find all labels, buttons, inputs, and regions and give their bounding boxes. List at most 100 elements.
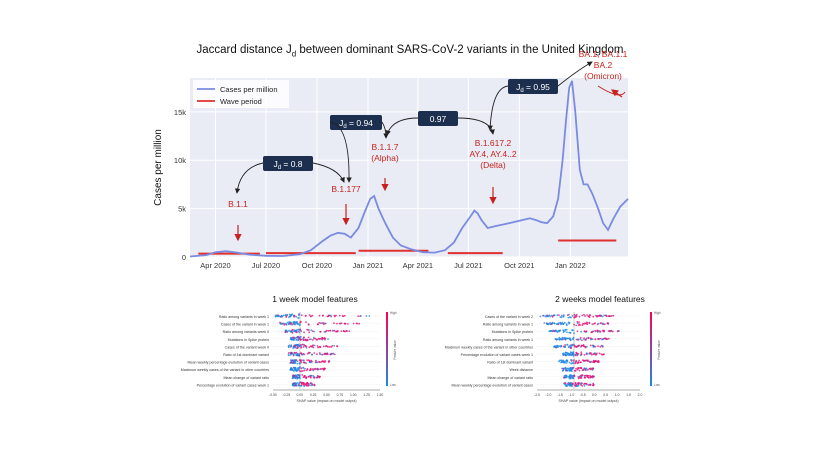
shap-dot [340,330,343,332]
shap-dot [565,352,568,354]
shap-dot [560,314,563,317]
shap-dot [558,336,561,339]
variant-label: (Alpha) [371,153,399,163]
shap-dot [308,329,310,331]
shap-dot [305,377,308,380]
shap-feature-label: Cases of the variant in week 1 [221,323,269,327]
shap-dot [327,338,329,340]
shap-dot [325,352,328,355]
variant-label: BA.2 [594,60,613,70]
shap-dot [585,383,588,386]
variant-label: (Delta) [480,160,506,170]
shap-dot [583,376,586,379]
jaccard-box: 0.97 [418,111,458,126]
shap-dot [587,315,590,318]
shap-dot [553,314,555,317]
shap-dot [574,316,577,319]
shap-dot [326,315,329,318]
shap-dot [295,315,297,318]
shap-feature-label: Week distance [509,368,533,372]
shap-dot [293,344,296,347]
shap-x-tick: 1.5 [626,393,631,397]
shap-x-tick: -0.50 [269,393,277,397]
shap-dot [321,337,323,339]
shap-dot [590,360,593,363]
shap-dot [570,359,572,361]
shap-dot [294,361,296,363]
jaccard-arrow [234,162,264,194]
shap-dot [296,345,299,348]
shap-dot [276,315,279,318]
shap-x-tick: 1.50 [377,393,384,397]
shap-dot [587,384,590,386]
jaccard-arrow [312,162,345,183]
shap-dot [573,313,576,316]
shap-dot [307,336,310,339]
shap-dot [287,323,290,326]
shap-x-tick: 2.0 [638,393,643,397]
shap-dot [301,353,304,356]
shap-dot [309,315,312,318]
shap-dot [300,370,303,373]
shap-dot [557,322,560,324]
shap-dot [325,329,328,332]
jaccard-box-bg [418,111,458,126]
shap-dot [316,345,319,347]
shap-dot [305,314,307,317]
shap-feature-label: Cases of the variant in week 2 [485,315,533,319]
shap-dot [583,359,585,362]
shap-dot [574,354,577,357]
shap-dot [293,374,296,377]
shap-dot [287,354,290,356]
shap-dot [299,359,301,362]
legend-box [193,80,289,108]
shap-dot [330,353,333,355]
shap-dot [572,362,575,365]
shap-dot [310,359,313,362]
shap-dot [583,323,585,325]
shap-colorbar-high: High [654,311,661,315]
shap-dot [576,345,579,348]
shap-dot [298,384,300,387]
shap-dot [281,315,283,318]
shap-dot [295,321,298,323]
shap-dot [577,345,580,348]
shap-dot [322,323,325,326]
shap-dot [553,345,555,348]
shap-dot [292,353,295,356]
shap-dot [566,360,569,362]
shap-dot [596,331,599,333]
shap-dot [589,376,592,379]
shap-colorbar-low: Low [390,383,397,387]
shap-dot [285,314,288,317]
jaccard-box-label: Jd = 0.8 [273,159,302,171]
shap-dot [599,337,602,340]
shap-dot [607,315,610,318]
shap-dot [306,368,309,371]
shap-dot [296,353,299,355]
shap-dot [327,314,330,317]
shap-feature-label: Mean change of variant ratio [487,376,533,380]
shap-dot [574,315,577,317]
shap-dot [565,383,568,386]
shap-dot [303,344,306,346]
shap-dot [565,323,568,326]
shap-dot [313,377,315,379]
shap-dot [357,315,360,318]
shap-dot [333,322,335,325]
shap-feature-label: Percentage evolution of variant cases we… [197,383,269,387]
jaccard-box: Jd = 0.8 [263,156,313,171]
shap-dot [308,351,311,354]
shap-dot [304,367,306,370]
shap-dot [570,347,572,350]
shap-dot [559,321,562,324]
shap-dot [275,314,277,316]
shap-dot [566,314,569,317]
shap-dot [577,377,580,380]
shap-dot [302,367,304,369]
shap-colorbar-label: Feature value [393,340,397,360]
shap-feature-label: Ratio among variants week 0 [223,330,269,334]
shap-dot [612,314,615,317]
shap-x-tick: 0.25 [310,393,317,397]
shap-dot [292,377,294,380]
